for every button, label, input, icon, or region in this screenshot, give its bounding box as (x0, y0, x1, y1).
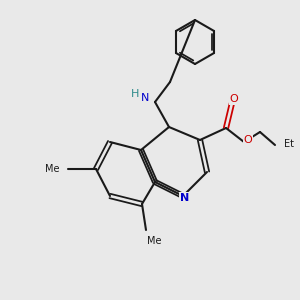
Text: Me: Me (44, 164, 59, 174)
Text: N: N (141, 93, 149, 103)
Text: Me: Me (147, 236, 161, 246)
Text: O: O (230, 94, 238, 104)
Text: Et: Et (284, 139, 294, 149)
Text: O: O (244, 135, 252, 145)
Text: H: H (131, 89, 139, 99)
Text: N: N (180, 193, 190, 203)
